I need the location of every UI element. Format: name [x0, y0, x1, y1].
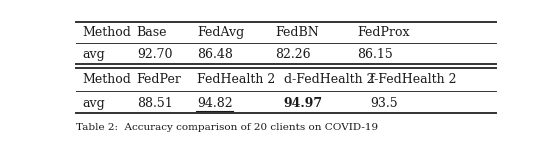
Text: 94.82: 94.82 [198, 97, 233, 110]
Text: 92.70: 92.70 [137, 48, 172, 61]
Text: FedAvg: FedAvg [198, 26, 244, 39]
Text: f-FedHealth 2: f-FedHealth 2 [371, 73, 457, 86]
Text: FedPer: FedPer [137, 73, 182, 86]
Text: FedHealth 2: FedHealth 2 [198, 73, 276, 86]
Text: 94.97: 94.97 [284, 97, 323, 110]
Text: FedBN: FedBN [275, 26, 319, 39]
Text: Method: Method [83, 26, 132, 39]
Text: avg: avg [83, 97, 105, 110]
Text: Base: Base [137, 26, 167, 39]
Text: 88.51: 88.51 [137, 97, 172, 110]
Text: Method: Method [83, 73, 132, 86]
Text: 86.15: 86.15 [357, 48, 393, 61]
Text: FedProx: FedProx [357, 26, 410, 39]
Text: avg: avg [83, 48, 105, 61]
Text: d-FedHealth 2: d-FedHealth 2 [284, 73, 374, 86]
Text: 82.26: 82.26 [275, 48, 311, 61]
Text: Table 2:  Accuracy comparison of 20 clients on COVID-19: Table 2: Accuracy comparison of 20 clien… [76, 123, 378, 132]
Text: 86.48: 86.48 [198, 48, 233, 61]
Text: 93.5: 93.5 [371, 97, 398, 110]
